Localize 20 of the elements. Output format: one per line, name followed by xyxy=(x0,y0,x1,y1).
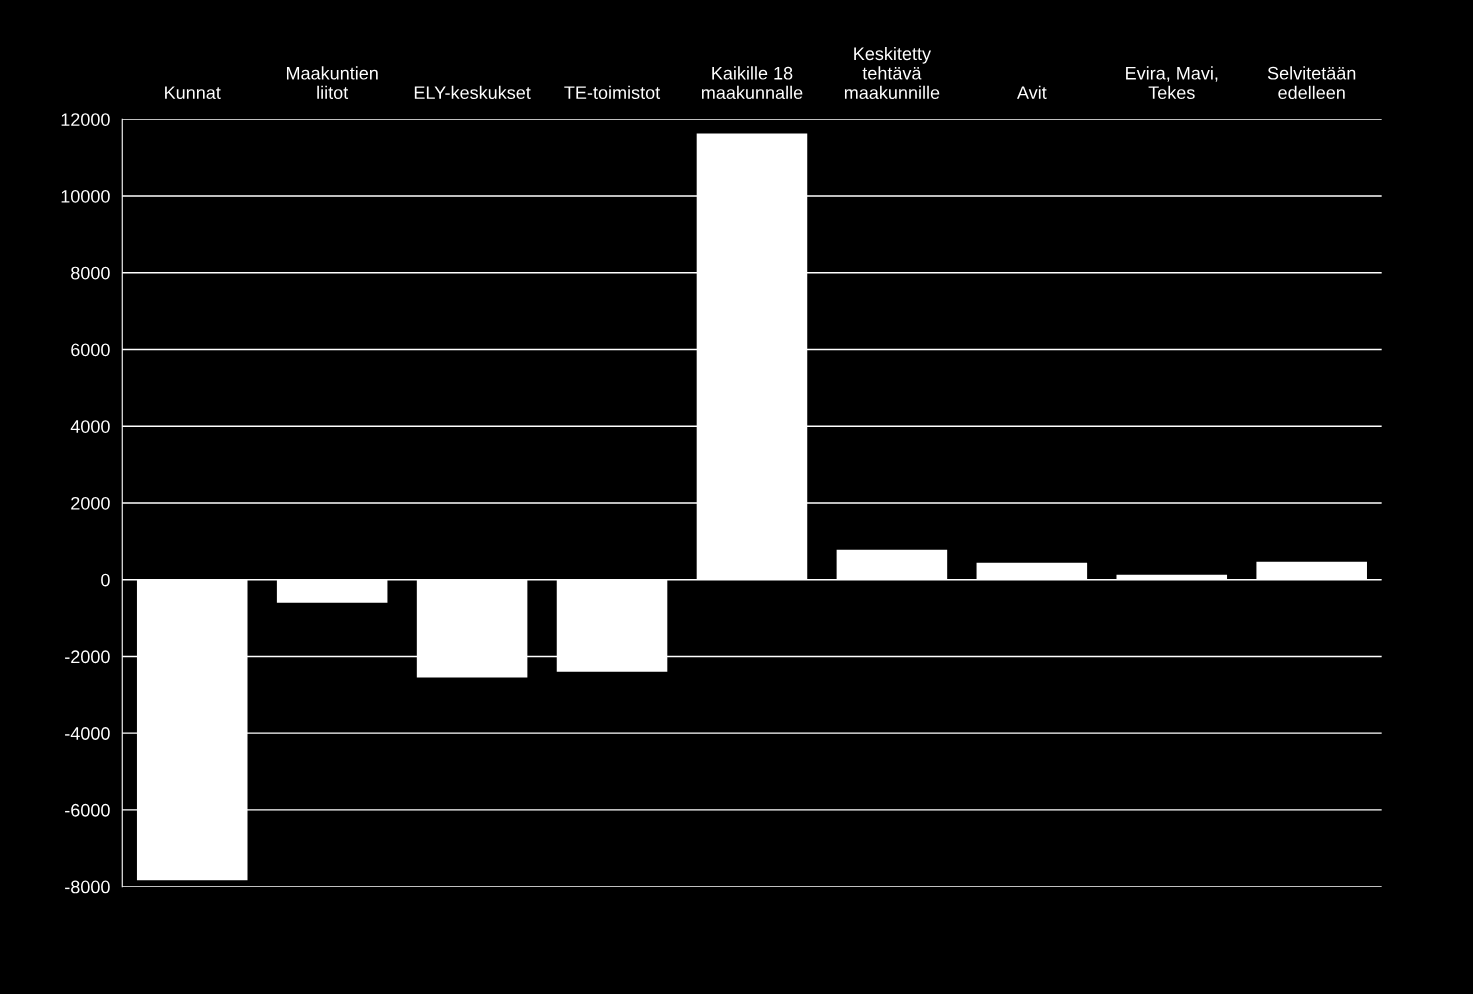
y-tick-label: -4000 xyxy=(65,727,110,740)
y-tick-label: -6000 xyxy=(65,803,110,817)
y-tick-label: -2000 xyxy=(65,650,110,664)
x-tick-label: Avit xyxy=(1016,85,1047,100)
y-tick-label: 4000 xyxy=(70,420,110,433)
x-tick-label: Kaikille 18 maakunnalle xyxy=(701,66,803,100)
x-tick-label: ELY-keskukset xyxy=(414,85,531,100)
x-tick-label: TE-toimistot xyxy=(564,85,661,100)
y-tick-label: 6000 xyxy=(71,343,110,357)
x-tick-label: Evira, Mavi, Tekes xyxy=(1126,66,1218,100)
x-tick-label: Keskitetty tehtävä maakunnille xyxy=(844,46,940,100)
y-tick-label: 8000 xyxy=(71,266,110,280)
y-tick-label: -8000 xyxy=(65,880,110,894)
y-tick-label: 10000 xyxy=(61,189,110,203)
x-tick-label: Maakuntien liitot xyxy=(286,66,378,100)
x-tick-label: Kunnat xyxy=(165,86,221,100)
y-tick-label: 12000 xyxy=(61,113,110,126)
y-tick-label: 0 xyxy=(101,573,110,587)
x-tick-label: Selvitetään edelleen xyxy=(1267,66,1356,100)
y-tick-label: 2000 xyxy=(71,496,110,510)
